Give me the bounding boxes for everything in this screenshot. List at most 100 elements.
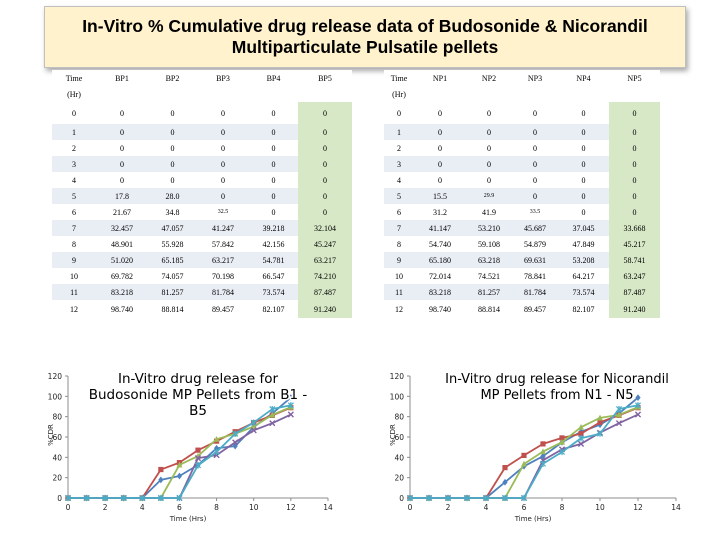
value-cell: 15.5 [414, 188, 466, 204]
time-cell: 12 [384, 300, 414, 318]
data-point [120, 494, 127, 502]
data-point [425, 494, 433, 502]
empty-cell [466, 86, 512, 102]
value-cell: 0 [197, 140, 249, 156]
value-cell: 58.741 [609, 252, 660, 268]
value-cell: 32.104 [298, 220, 352, 236]
table-row: 10 72.014 74.521 78.841 64.217 63.247 [384, 268, 660, 284]
data-point [194, 462, 202, 469]
time-cell: 11 [384, 284, 414, 300]
data-point [194, 455, 202, 462]
data-point [540, 441, 546, 447]
value-cell: 32.5 [197, 204, 249, 220]
column-header: NP2 [466, 70, 512, 86]
y-tick-label: 80 [52, 413, 62, 422]
table-row: 8 54.740 59.108 54.879 47.849 45.217 [384, 236, 660, 252]
data-point [539, 460, 547, 467]
data-point [615, 405, 623, 413]
data-point [287, 402, 294, 409]
time-cell: 4 [52, 172, 96, 188]
data-point [634, 411, 642, 418]
value-cell: 45.687 [512, 220, 558, 236]
value-cell: 63.217 [298, 252, 352, 268]
value-cell: 37.045 [558, 220, 609, 236]
value-cell: 0 [96, 124, 148, 140]
y-tick-label: 40 [394, 453, 404, 462]
column-header: BP3 [197, 70, 249, 86]
data-point [540, 448, 546, 455]
series-path [68, 396, 292, 499]
data-point [521, 452, 527, 459]
time-cell: 1 [52, 124, 96, 140]
value-cell: 81.784 [512, 284, 558, 300]
value-cell: 0 [197, 102, 249, 124]
data-point [559, 435, 565, 441]
value-cell: 0 [249, 124, 298, 140]
table-row: 6 21.67 34.8 32.5 0 0 [52, 204, 352, 220]
series-path [68, 406, 292, 499]
value-cell: 65.180 [414, 252, 466, 268]
table-row: 6 31.2 41.9 33.5 0 0 [384, 204, 660, 220]
value-cell: 48.901 [96, 236, 148, 252]
data-point [213, 448, 220, 456]
data-point [463, 494, 471, 502]
data-point [102, 494, 109, 502]
data-point [597, 414, 603, 421]
x-axis-label: Time (Hrs) [169, 515, 207, 523]
value-cell: 0 [609, 204, 660, 220]
series-line [407, 405, 641, 501]
data-point [578, 424, 584, 430]
data-point [616, 411, 622, 418]
value-cell: 0 [249, 102, 298, 124]
column-header: BP2 [148, 70, 197, 86]
value-cell: 91.240 [298, 300, 352, 318]
data-point [578, 431, 584, 437]
value-cell: 0 [298, 204, 352, 220]
value-cell: 63.217 [197, 252, 249, 268]
value-cell: 74.057 [148, 268, 197, 284]
column-header: NP1 [414, 70, 466, 86]
time-cell: 12 [52, 300, 96, 318]
time-cell: 2 [52, 140, 96, 156]
table-row: 11 83.218 81.257 81.784 73.574 87.487 [384, 284, 660, 300]
value-cell: 0 [298, 102, 352, 124]
value-cell: 0 [298, 156, 352, 172]
value-cell: 0 [148, 156, 197, 172]
data-point [158, 476, 164, 484]
value-cell: 0 [96, 140, 148, 156]
x-tick-label: 4 [484, 503, 489, 512]
value-cell: 0 [298, 172, 352, 188]
data-point [559, 439, 565, 445]
value-cell: 32.457 [96, 220, 148, 236]
value-cell: 83.218 [96, 284, 148, 300]
value-cell: 0 [512, 124, 558, 140]
value-cell: 0 [197, 188, 249, 204]
x-tick-label: 6 [177, 503, 182, 512]
value-cell: 81.257 [466, 284, 512, 300]
time-cell: 3 [384, 156, 414, 172]
value-cell: 0 [558, 124, 609, 140]
series-line [407, 403, 641, 501]
table-row: 9 65.180 63.218 69.631 53.208 58.741 [384, 252, 660, 268]
time-cell: 9 [52, 252, 96, 268]
value-cell: 54.740 [414, 236, 466, 252]
data-point [250, 423, 257, 430]
time-cell: 10 [384, 268, 414, 284]
data-point [250, 427, 257, 434]
table-header-row: Time NP1 NP2 NP3 NP4 NP5 [384, 70, 660, 86]
value-cell: 41.247 [197, 220, 249, 236]
value-cell: 0 [512, 102, 558, 124]
value-cell: 74.521 [466, 268, 512, 284]
value-cell: 39.218 [249, 220, 298, 236]
column-header: NP5 [609, 70, 660, 86]
data-point [269, 420, 276, 427]
title-banner: In-Vitro % Cumulative drug release data … [44, 6, 686, 68]
table-row: 5 17.8 28.0 0 0 0 [52, 188, 352, 204]
value-cell: 0 [148, 102, 197, 124]
value-cell: 0 [298, 188, 352, 204]
value-cell: 0 [249, 172, 298, 188]
value-cell: 0 [609, 124, 660, 140]
